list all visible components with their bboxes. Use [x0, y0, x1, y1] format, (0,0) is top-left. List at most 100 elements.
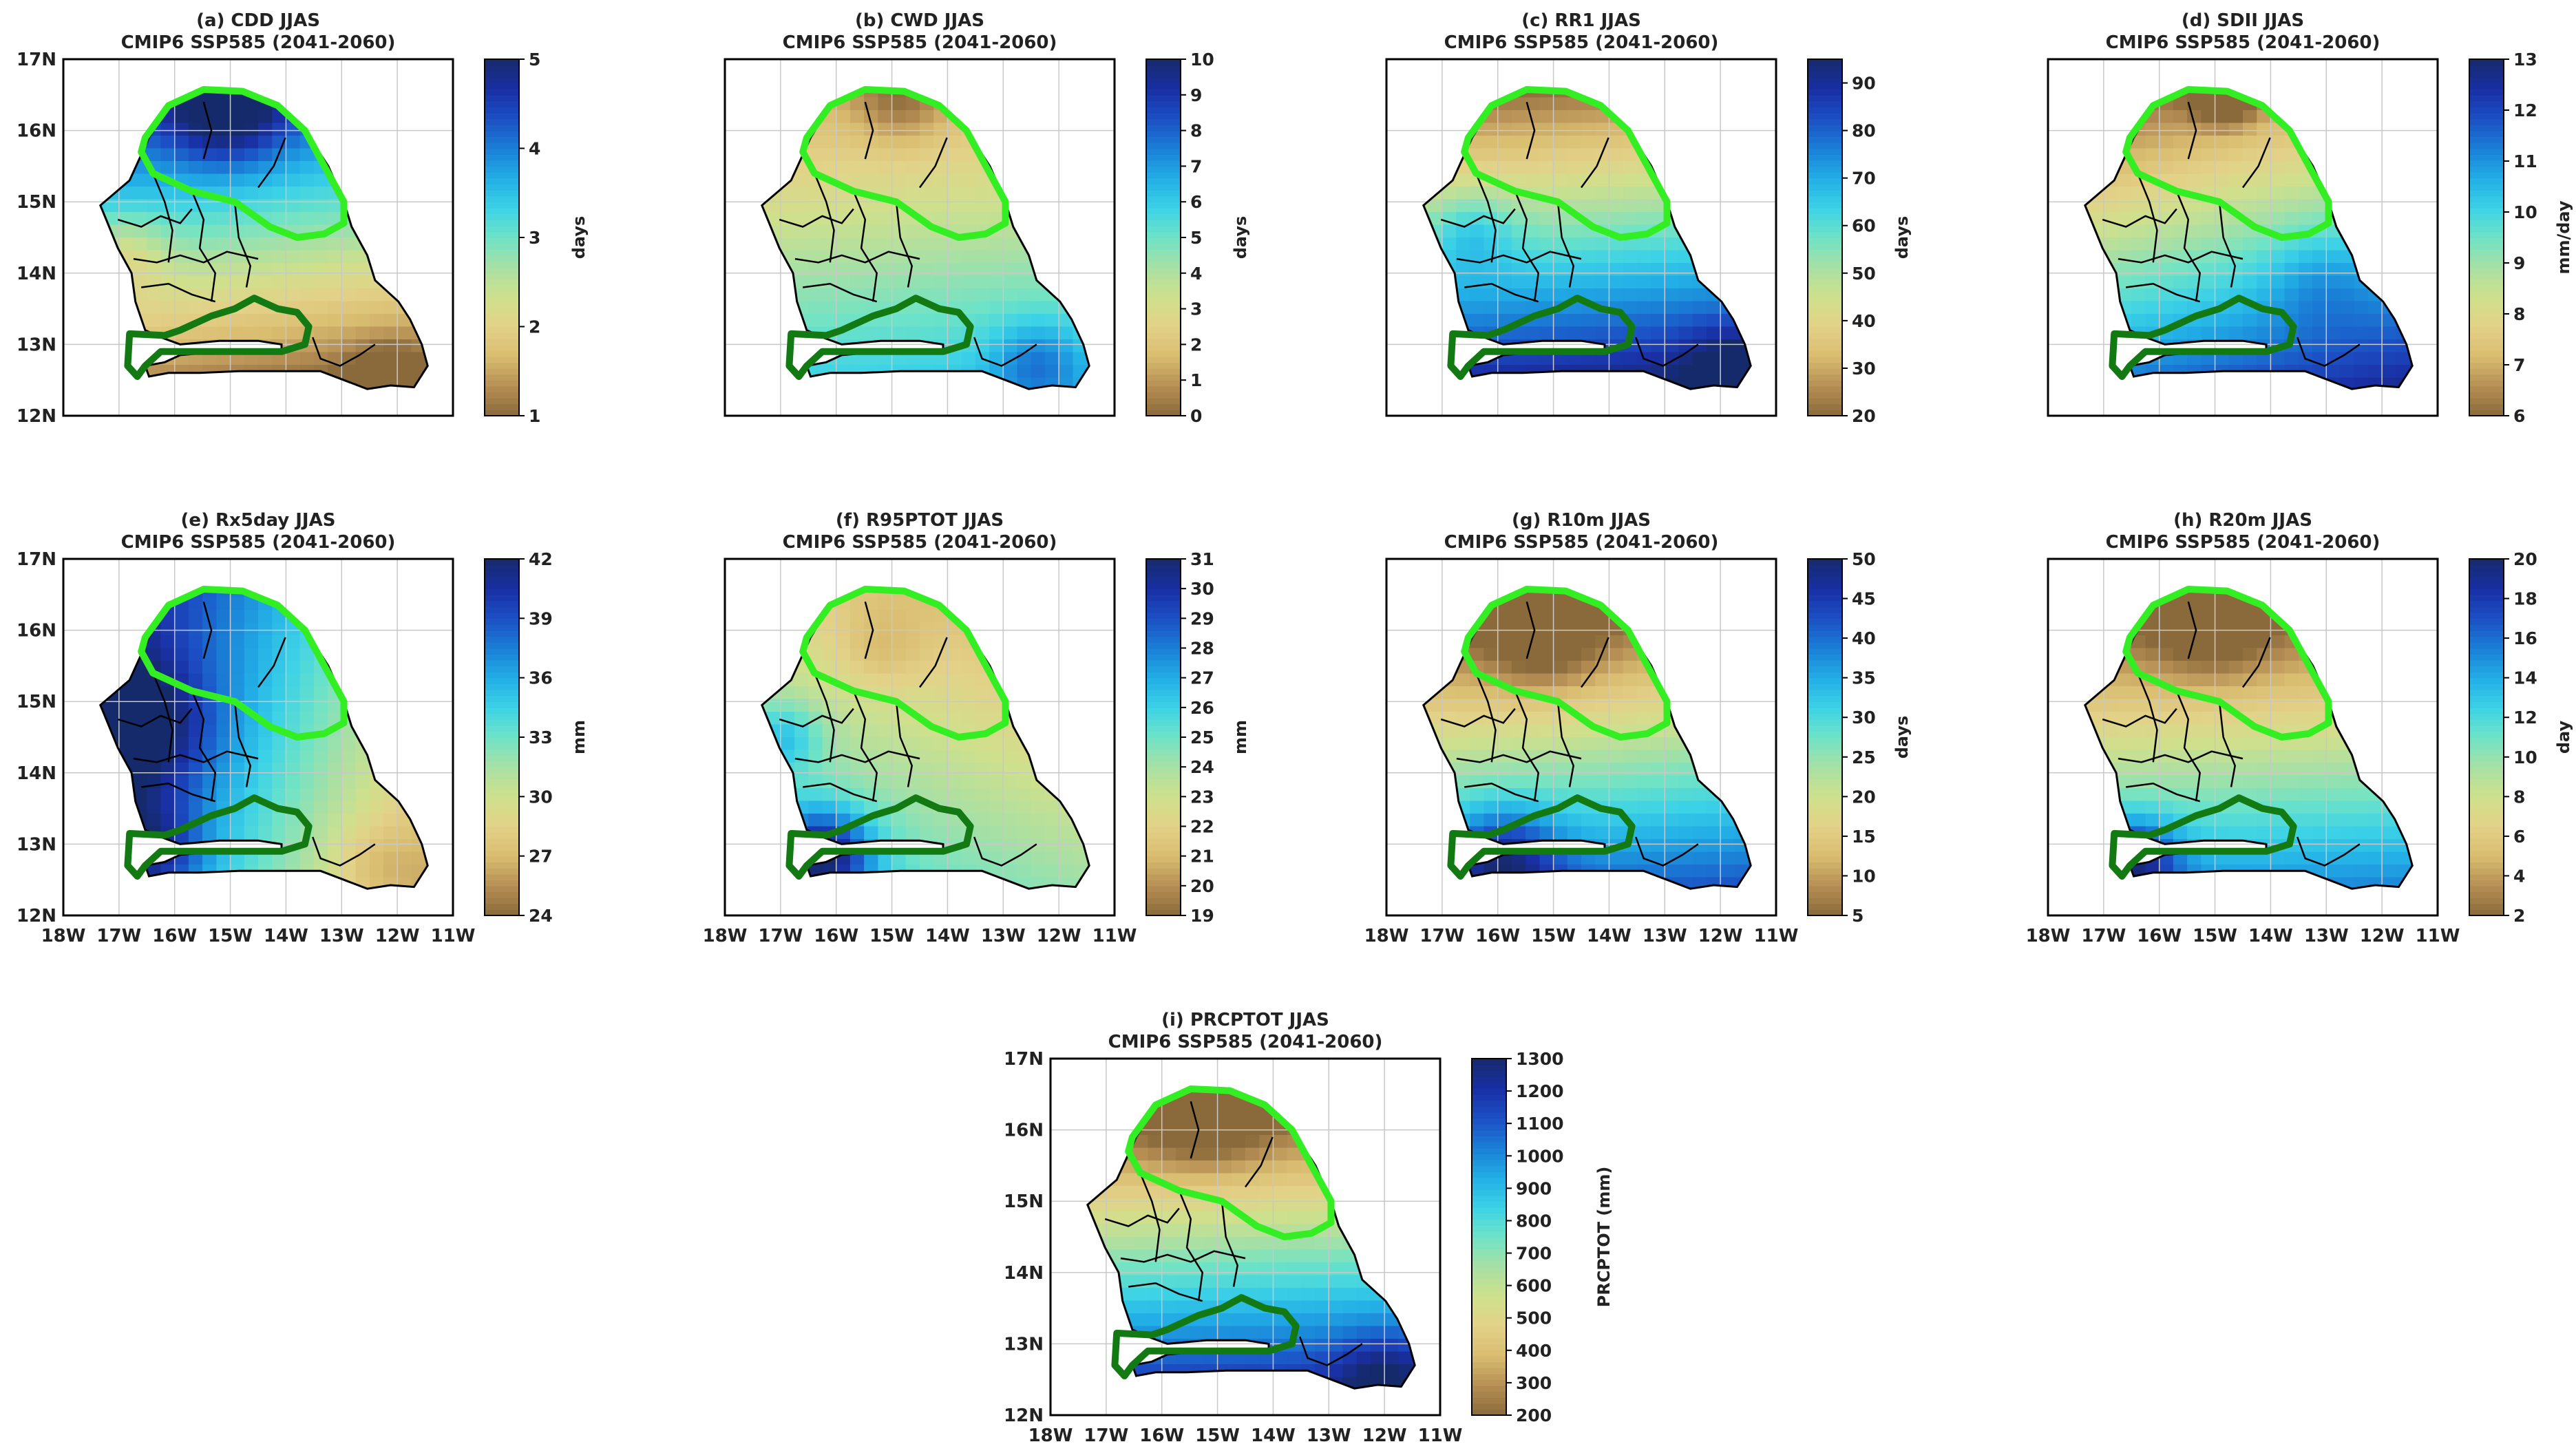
data-cell: [328, 326, 343, 340]
data-cell: [2424, 149, 2438, 162]
data-cell: [2131, 97, 2146, 111]
data-cell: [920, 775, 934, 789]
data-cell: [1059, 699, 1074, 712]
data-cell: [2298, 89, 2313, 98]
data-cell: [2368, 72, 2383, 85]
data-cell: [230, 326, 245, 340]
data-cell: [2084, 339, 2091, 353]
data-cell: [147, 890, 161, 903]
data-cell: [188, 622, 203, 636]
data-cell: [1086, 763, 1090, 776]
data-cell: [369, 589, 384, 598]
data-cell: [1734, 212, 1749, 226]
data-cell: [2145, 314, 2160, 328]
lon-tick-label: 11W: [431, 926, 476, 946]
data-cell: [1623, 72, 1638, 85]
data-cell: [77, 149, 92, 162]
data-cell: [2270, 263, 2285, 277]
data-cell: [1456, 237, 1471, 251]
data-cell: [975, 263, 990, 277]
data-cell: [63, 852, 78, 865]
data-cell: [1003, 788, 1018, 802]
data-cell: [1651, 97, 1666, 111]
data-cell: [1017, 187, 1032, 200]
data-cell: [1511, 97, 1526, 111]
data-cell: [1044, 161, 1059, 175]
data-cell: [878, 661, 893, 675]
data-cell: [230, 288, 245, 302]
data-cell: [1442, 390, 1457, 403]
data-cell: [1031, 610, 1046, 624]
colorbar-segment: [1808, 279, 1842, 286]
colorbar-segment: [2469, 279, 2504, 286]
data-cell: [355, 326, 370, 340]
data-cell: [2396, 237, 2411, 251]
data-cell: [739, 839, 753, 852]
data-cell: [864, 597, 879, 611]
data-cell: [2424, 276, 2438, 289]
data-cell: [794, 877, 810, 889]
data-cell: [1623, 97, 1638, 111]
data-cell: [2257, 199, 2272, 213]
data-cell: [1636, 123, 1651, 136]
data-cell: [2354, 250, 2369, 264]
data-cell: [1017, 326, 1032, 340]
data-cell: [411, 572, 425, 585]
data-cell: [1087, 72, 1101, 85]
data-cell: [439, 839, 454, 852]
data-cell: [1400, 212, 1415, 225]
data-cell: [2118, 89, 2133, 98]
data-cell: [1442, 110, 1457, 124]
data-cell: [174, 237, 189, 251]
data-cell: [1031, 161, 1046, 175]
data-cell: [1651, 123, 1666, 136]
data-cell: [947, 712, 962, 725]
data-cell: [383, 89, 398, 98]
data-cell: [2048, 149, 2062, 162]
data-cell: [822, 800, 837, 814]
data-cell: [105, 750, 120, 763]
data-cell: [1678, 352, 1693, 365]
data-cell: [2131, 136, 2146, 149]
data-cell: [1609, 89, 1624, 98]
data-cell: [2118, 212, 2133, 226]
data-cell: [355, 712, 370, 725]
data-cell: [2284, 263, 2299, 277]
data-cell: [975, 673, 990, 687]
data-cell: [328, 136, 343, 149]
data-cell: [313, 686, 328, 700]
data-cell: [1386, 136, 1401, 149]
data-cell: [1003, 572, 1017, 585]
colorbar-segment: [485, 666, 519, 672]
data-cell: [1386, 352, 1401, 365]
data-cell: [2103, 97, 2118, 111]
data-cell: [216, 237, 231, 251]
data-cell: [425, 661, 428, 675]
data-cell: [216, 712, 231, 725]
data-cell: [761, 161, 768, 175]
colorbar-segment: [1146, 148, 1181, 155]
data-cell: [397, 161, 412, 175]
data-cell: [1423, 224, 1429, 238]
data-cell: [975, 237, 990, 251]
data-cell: [272, 890, 286, 903]
data-cell: [411, 275, 426, 289]
data-cell: [2228, 326, 2244, 340]
data-cell: [411, 123, 426, 136]
data-cell: [1044, 712, 1059, 725]
data-cell: [1706, 326, 1721, 340]
data-cell: [794, 712, 810, 725]
data-cell: [1484, 72, 1499, 85]
data-cell: [2131, 377, 2146, 390]
data-cell: [1623, 110, 1638, 124]
colorbar-segment: [485, 213, 519, 220]
data-cell: [962, 390, 976, 403]
data-cell: [369, 800, 384, 814]
data-cell: [822, 187, 837, 200]
data-cell: [411, 288, 426, 302]
data-cell: [1086, 199, 1090, 213]
data-cell: [1073, 275, 1088, 289]
data-cell: [105, 365, 120, 379]
data-cell: [147, 589, 162, 598]
data-cell: [905, 724, 920, 738]
